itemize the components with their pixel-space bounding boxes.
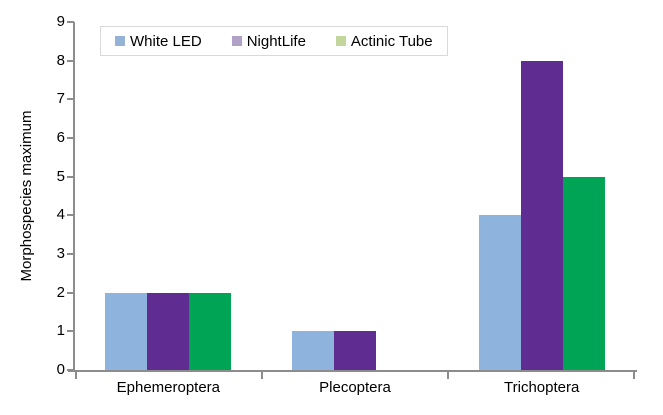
bar-white-led-trichoptera: [478, 215, 521, 370]
y-axis-line: [73, 22, 75, 372]
legend-label-nightlife: NightLife: [246, 32, 306, 50]
y-axis-tick: [67, 291, 74, 294]
y-tick-label: 3: [56, 245, 65, 262]
x-axis-category-labels: Ephemeroptera Plecoptera Trichoptera: [75, 378, 635, 400]
legend-marker-actinic-tube-icon: [335, 36, 346, 46]
y-tick-label: 6: [56, 129, 65, 146]
y-axis-tick: [67, 59, 74, 62]
x-axis-tick: [447, 372, 450, 379]
legend-label-white-led: White LED: [130, 32, 202, 50]
y-tick-label: 2: [56, 283, 65, 301]
y-tick-label: 7: [56, 90, 65, 108]
bar-actinic-tube-ephemeroptera: [189, 292, 232, 370]
bar-white-led-plecoptera: [292, 331, 334, 370]
y-axis-tick: [67, 253, 74, 255]
plot-area: 0 1 2 3 4 5 6 7 8 9: [57, 13, 637, 379]
bar-nightlife-ephemeroptera: [147, 292, 190, 370]
legend-item-nightlife: NightLife: [231, 32, 306, 50]
legend-label-actinic-tube: Actinic Tube: [350, 32, 433, 50]
category-label-ephemeroptera: Ephemeroptera: [116, 379, 221, 396]
bar-nightlife-plecoptera: [334, 331, 376, 370]
x-axis-line: [68, 370, 637, 372]
bar-nightlife-trichoptera: [520, 60, 563, 370]
x-axis-tick: [633, 372, 635, 379]
legend: White LED NightLife Actinic Tube: [100, 26, 448, 56]
y-axis-tick: [67, 330, 74, 333]
y-tick-label: 9: [56, 13, 65, 30]
x-axis-tick: [75, 372, 77, 379]
legend-marker-nightlife-icon: [231, 36, 242, 46]
y-tick-label: 1: [56, 322, 65, 340]
bar-white-led-ephemeroptera: [105, 292, 148, 370]
category-label-plecoptera: Plecoptera: [319, 379, 391, 396]
y-tick-label: 0: [56, 361, 65, 378]
bar-actinic-tube-trichoptera: [562, 176, 605, 370]
y-axis-tick: [67, 21, 74, 23]
legend-item-actinic-tube: Actinic Tube: [335, 32, 433, 50]
category-label-trichoptera: Trichoptera: [504, 379, 580, 396]
x-axis-tick: [260, 372, 263, 379]
y-tick-label: 5: [56, 167, 65, 185]
y-axis-tick: [67, 175, 74, 178]
y-axis-tick: [67, 98, 74, 101]
legend-item-white-led: White LED: [115, 33, 202, 50]
y-axis-tick: [67, 214, 74, 217]
y-tick-label: 4: [56, 206, 65, 224]
legend-marker-white-led-icon: [115, 36, 125, 46]
y-tick-label: 8: [56, 51, 65, 69]
y-axis-tick: [67, 137, 74, 139]
